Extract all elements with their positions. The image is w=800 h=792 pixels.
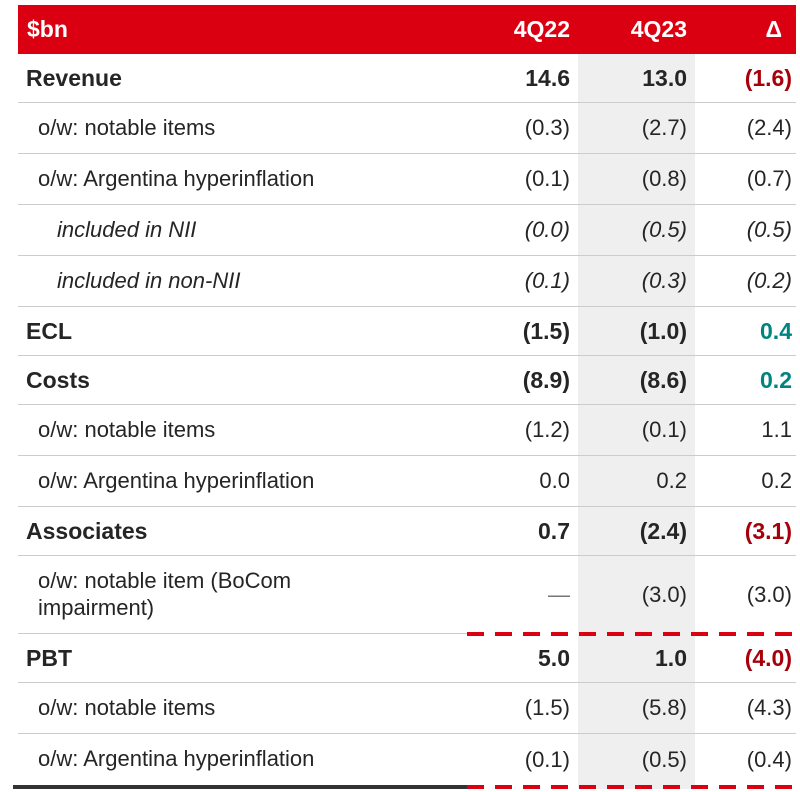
value-cell: (0.5) [641, 217, 687, 242]
table-row: o/w: Argentina hyperinflation (0.1) (0.8) (… [18, 154, 796, 205]
table-row: Costs (8.9) (8.6) 0.2 [18, 356, 796, 405]
row-label: o/w: Argentina hyperinflation [38, 467, 315, 493]
table-row: o/w: notable items (1.2) (0.1) 1.1 [18, 405, 796, 456]
value-cell: (1.6) [744, 64, 792, 91]
row-label: included in NII [57, 216, 197, 242]
value-cell: (0.5) [746, 217, 792, 242]
value-cell: 0.2 [656, 468, 687, 493]
value-cell: (1.0) [639, 317, 687, 344]
value-cell: (0.3) [641, 268, 687, 293]
table-row: o/w: notable items (0.3) (2.7) (2.4) [18, 103, 796, 154]
value-cell: 1.1 [761, 417, 792, 442]
table-body: Revenue 14.6 13.0 (1.6) o/w: notable items (0… [13, 54, 796, 789]
header-curr-period: 4Q23 [630, 16, 687, 42]
table-row: Associates 0.7 (2.4) (3.1) [18, 507, 796, 556]
table-row: o/w: Argentina hyperinflation (0.1) (0.5) (… [13, 734, 796, 789]
row-label: Costs [26, 366, 90, 393]
table-row: o/w: notable item (BoCom impairment) — (3.… [18, 556, 796, 636]
table-row: o/w: notable items (1.5) (5.8) (4.3) [18, 683, 796, 734]
value-cell: (5.8) [641, 695, 687, 720]
value-cell: (0.8) [641, 166, 687, 191]
value-cell: (0.7) [746, 166, 792, 191]
value-cell: (1.5) [524, 695, 570, 720]
value-cell: 0.2 [760, 366, 792, 393]
table-row: Revenue 14.6 13.0 (1.6) [18, 54, 796, 103]
value-cell: (0.2) [746, 268, 792, 293]
value-cell: (4.3) [746, 695, 792, 720]
row-label: o/w: Argentina hyperinflation [38, 165, 315, 191]
row-label: o/w: notable items [38, 694, 216, 720]
value-cell: (1.2) [524, 417, 570, 442]
value-cell: 0.0 [539, 468, 570, 493]
value-cell: (2.4) [639, 517, 687, 544]
value-cell: (3.0) [746, 582, 792, 607]
header-unit-label: $bn [27, 16, 68, 42]
row-label: ECL [26, 317, 72, 344]
row-label: Revenue [26, 64, 122, 91]
value-cell: 5.0 [538, 644, 570, 671]
value-cell: (0.5) [641, 746, 687, 772]
table-row: included in NII (0.0) (0.5) (0.5) [18, 205, 796, 256]
value-cell: (3.1) [744, 517, 792, 544]
table-row: included in non-NII (0.1) (0.3) (0.2) [18, 256, 796, 307]
value-cell: (0.0) [524, 217, 570, 242]
row-label: o/w: notable item (BoCom impairment) [38, 568, 292, 620]
value-cell: — [548, 582, 570, 607]
row-label: Associates [26, 517, 148, 544]
current-period-column-highlight [578, 54, 695, 789]
value-cell: (0.4) [746, 746, 792, 772]
value-cell: 14.6 [525, 64, 570, 91]
value-cell: (0.3) [524, 115, 570, 140]
row-label: included in non-NII [57, 267, 241, 293]
value-cell: (3.0) [641, 582, 687, 607]
table-row: ECL (1.5) (1.0) 0.4 [18, 307, 796, 356]
value-cell: 0.4 [760, 317, 792, 344]
row-label: PBT [26, 644, 72, 671]
value-cell: (2.4) [746, 115, 792, 140]
value-cell: 0.7 [538, 517, 570, 544]
value-cell: 13.0 [642, 64, 687, 91]
value-cell: (0.1) [524, 268, 570, 293]
value-cell: 1.0 [655, 644, 687, 671]
value-cell: (0.1) [524, 746, 570, 772]
header-delta-label: Δ [765, 16, 782, 42]
row-label: o/w: Argentina hyperinflation [38, 746, 315, 772]
value-cell: (1.5) [522, 317, 570, 344]
value-cell: (0.1) [641, 417, 687, 442]
header-prev-period: 4Q22 [513, 16, 570, 42]
value-cell: (8.6) [639, 366, 687, 393]
value-cell: 0.2 [761, 468, 792, 493]
table-header-row: $bn 4Q22 4Q23 Δ [18, 5, 796, 54]
value-cell: (2.7) [641, 115, 687, 140]
value-cell: (8.9) [522, 366, 570, 393]
row-label: o/w: notable items [38, 416, 216, 442]
value-cell: (0.1) [524, 166, 570, 191]
financial-summary-table: $bn 4Q22 4Q23 Δ Revenue 14.6 13.0 (1.6) o/w:… [13, 5, 796, 789]
table-row: PBT 5.0 1.0 (4.0) [18, 634, 796, 683]
row-label: o/w: notable items [38, 114, 216, 140]
table-row: o/w: Argentina hyperinflation 0.0 0.2 0.2 [18, 456, 796, 507]
value-cell: (4.0) [744, 644, 792, 671]
